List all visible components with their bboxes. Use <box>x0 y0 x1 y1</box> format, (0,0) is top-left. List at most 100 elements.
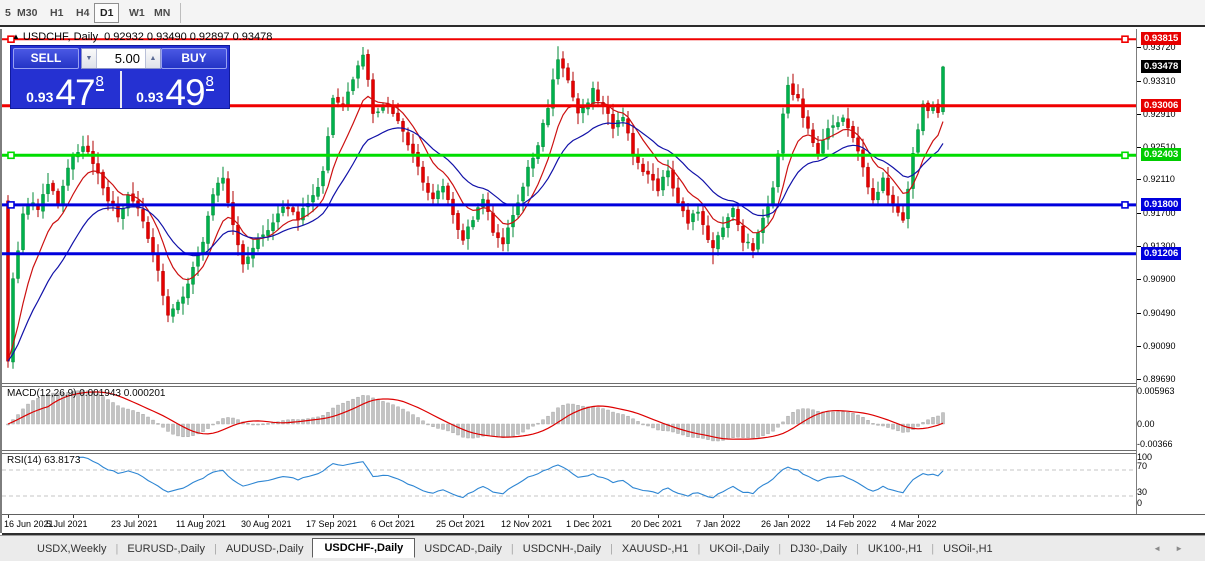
price-axis[interactable]: 0.93720 0.93310 0.92910 0.92510 0.92110 0.917… <box>1137 29 1205 514</box>
hline-handle[interactable] <box>7 201 15 209</box>
date-label: 16 Jun 2021 <box>4 519 54 529</box>
buy-price-prefix: 0.93 <box>136 89 164 105</box>
rsi-panel[interactable]: RSI(14) 63.8173 <box>2 454 1136 514</box>
timeframe-button-h1[interactable]: H1 <box>50 7 64 19</box>
buy-price-pip: 8 <box>205 73 214 91</box>
date-tick <box>658 515 659 518</box>
hline-handle[interactable] <box>7 35 15 43</box>
date-label: 1 Dec 2021 <box>566 519 613 529</box>
bar-direction-icon: ▲ <box>12 32 20 41</box>
price-chip-0.93478: 0.93478 <box>1141 60 1182 73</box>
price-chart-canvas[interactable] <box>2 29 1136 383</box>
tab-separator: | <box>697 542 701 555</box>
price-chip-0.91800: 0.91800 <box>1141 198 1182 211</box>
tab-usdcad-daily[interactable]: USDCAD-,Daily <box>424 542 502 555</box>
price-chip-0.93006: 0.93006 <box>1141 99 1182 112</box>
date-tick <box>138 515 139 518</box>
one-click-trading-panel: SELL ▼ 5.00 ▲ BUY 0.93 47 8 0.93 49 8 <box>10 45 230 111</box>
timeframe-button-5[interactable]: 5 <box>5 7 11 19</box>
timeframe-button-d1[interactable]: D1 <box>94 3 120 23</box>
ma-slow-line <box>7 122 944 362</box>
tab-scroll-left-icon[interactable]: ◄ <box>1153 544 1162 553</box>
tab-audusd-daily[interactable]: AUDUSD-,Daily <box>225 542 304 555</box>
date-label: 4 Mar 2022 <box>891 519 937 529</box>
buy-button[interactable]: BUY <box>161 48 227 69</box>
panel-splitter[interactable] <box>2 450 1136 454</box>
sell-button[interactable]: SELL <box>13 48 79 69</box>
macd-tick: 0.00 <box>1137 419 1155 429</box>
date-tick <box>788 515 789 518</box>
price-panel[interactable] <box>2 29 1136 383</box>
tab-usdchf-daily[interactable]: USDCHF-,Daily <box>312 537 416 558</box>
hline-handle[interactable] <box>1121 201 1129 209</box>
date-tick <box>398 515 399 518</box>
sell-price-tile[interactable]: 0.93 47 8 <box>11 71 119 111</box>
tab-usoil-h1[interactable]: USOil-,H1 <box>943 542 993 555</box>
tab-eurusd-daily[interactable]: EURUSD-,Daily <box>127 542 205 555</box>
date-label: 30 Aug 2021 <box>241 519 292 529</box>
hline-handle[interactable] <box>1121 151 1129 160</box>
price-tick: 0.90090 <box>1137 341 1176 351</box>
tab-ukoil-daily[interactable]: UKOil-,Daily <box>709 542 770 555</box>
date-tick <box>463 515 464 518</box>
buy-price-tile[interactable]: 0.93 49 8 <box>121 71 229 111</box>
date-tick <box>333 515 334 518</box>
date-label: 12 Nov 2021 <box>501 519 553 529</box>
date-label: 7 Jan 2022 <box>696 519 741 529</box>
tab-separator: | <box>855 542 859 555</box>
tab-xauusd-h1[interactable]: XAUUSD-,H1 <box>621 542 689 555</box>
date-tick <box>593 515 594 518</box>
tick-dash <box>1137 179 1141 181</box>
rsi-tick: 0 <box>1137 498 1143 508</box>
ohlc-values: 0.92932 0.93490 0.92897 0.93478 <box>104 31 273 43</box>
date-label: 5 Jul 2021 <box>46 519 88 529</box>
hline-handle[interactable] <box>7 151 15 160</box>
date-tick <box>918 515 919 518</box>
timeframe-button-m30[interactable]: M30 <box>17 7 38 19</box>
ma-fast-line <box>7 95 944 362</box>
date-tick <box>8 515 9 518</box>
tick-dash <box>1137 114 1141 116</box>
date-tick <box>203 515 204 518</box>
macd-histogram <box>6 390 945 442</box>
tab-usdx-weekly[interactable]: USDX,Weekly <box>37 542 107 555</box>
timeframe-button-mn[interactable]: MN <box>154 7 171 19</box>
tab-separator: | <box>778 542 782 555</box>
date-axis[interactable]: 16 Jun 2021 5 Jul 2021 23 Jul 2021 11 Aug 2… <box>2 515 1205 533</box>
price-tick: 0.89690 <box>1137 374 1176 384</box>
volume-field[interactable]: 5.00 <box>97 49 145 68</box>
chart-window: ▲ USDCHF, Daily 0.92932 0.93490 0.92897 0.… <box>0 29 1205 535</box>
price-tick: 0.92910 <box>1137 109 1176 119</box>
price-tick: 0.91300 <box>1137 241 1176 251</box>
rsi-tick: 30 <box>1137 487 1148 497</box>
tab-separator: | <box>115 542 119 555</box>
hline-handle[interactable] <box>1121 35 1129 43</box>
rsi-canvas <box>2 456 1136 499</box>
price-tick: 0.90490 <box>1137 308 1176 318</box>
rsi-line <box>77 456 944 499</box>
tick-dash <box>1137 147 1141 149</box>
panel-splitter[interactable] <box>2 383 1136 387</box>
timeframe-button-h4[interactable]: H4 <box>76 7 90 19</box>
timeframe-button-w1[interactable]: W1 <box>129 7 145 19</box>
date-label: 17 Sep 2021 <box>306 519 358 529</box>
tick-dash <box>1137 213 1141 215</box>
tab-scroll-right-icon[interactable]: ► <box>1175 544 1183 553</box>
date-tick <box>723 515 724 518</box>
tab-scroll-arrows: ◄ ► <box>1153 544 1183 553</box>
price-chip-0.91206: 0.91206 <box>1141 247 1182 260</box>
volume-decrease-icon[interactable]: ▼ <box>82 49 97 68</box>
volume-increase-icon[interactable]: ▲ <box>145 49 160 68</box>
date-label: 25 Oct 2021 <box>436 519 486 529</box>
tab-dj30-daily[interactable]: DJ30-,Daily <box>790 542 847 555</box>
date-label: 14 Feb 2022 <box>826 519 877 529</box>
date-label: 23 Jul 2021 <box>111 519 158 529</box>
tab-separator: | <box>610 542 613 555</box>
tab-usdcnh-daily[interactable]: USDCNH-,Daily <box>522 542 602 555</box>
macd-panel[interactable]: MACD(12,26,9) 0.001943 0.000201 <box>2 387 1136 450</box>
price-tick: 0.93720 <box>1137 42 1176 52</box>
tab-uk100-h1[interactable]: UK100-,H1 <box>867 542 923 555</box>
timeframe-toolbar: 5 M30 H1 H4 D1 W1 MN <box>0 0 1205 27</box>
price-chip-0.93815: 0.93815 <box>1141 32 1182 45</box>
